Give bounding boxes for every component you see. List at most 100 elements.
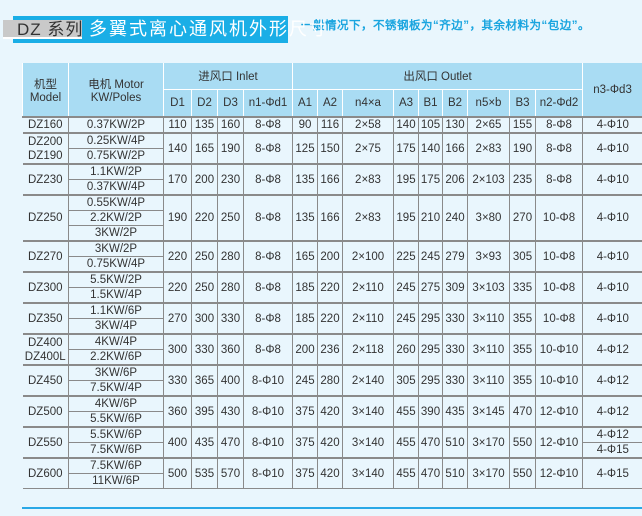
value-cell: 230 [217,163,244,196]
value-cell: 420 [317,457,343,489]
page-title: 多翼式离心通风机外形尺寸 [89,19,329,39]
value-cell: 12-Φ10 [534,426,584,459]
table-row: 0.75KW/4P [23,256,642,273]
column-header-model: 机型 Model [22,63,69,118]
table-row: DZ550 5.5KW/6P 400 435 470 8-Φ10 375 420 3×140 45… [22,426,642,459]
n3-cell: 4-Φ10 [582,194,642,242]
motor-cell: 0.75KW/4P [68,256,164,273]
value-cell: 360 [217,333,244,366]
value-cell: 400 [217,364,244,397]
value-cell: 435 [191,426,218,459]
value-cell: 8-Φ8 [243,194,293,242]
value-cell: 2×110 [342,271,394,304]
value-cell: 8-Φ8 [534,132,584,165]
value-cell: 280 [217,271,244,304]
value-cell: 470 [217,426,244,459]
model-cell: DZ450 [22,364,69,397]
value-cell: 430 [217,395,244,428]
column-header: D1 [163,89,192,118]
value-cell: 220 [317,271,343,304]
value-cell: 155 [509,116,536,134]
value-cell: 10-Φ10 [534,364,584,397]
value-cell: 2×83 [342,194,394,242]
motor-cell: 7.5KW/6P [68,457,164,474]
value-cell: 8-Φ10 [243,395,293,428]
column-header: B3 [509,89,536,118]
motor-cell: 2.2KW/2P [68,210,164,226]
value-cell: 455 [393,457,419,489]
value-cell: 140 [393,116,419,134]
value-cell: 250 [217,194,244,242]
value-cell: 3×103 [467,271,510,304]
table-row: DZ500 4KW/6P 360 395 430 8-Φ10 375 420 3×140 455 3… [22,395,642,428]
value-cell: 10-Φ8 [534,240,584,273]
value-cell: 200 [191,163,218,196]
value-cell: 166 [317,194,343,242]
table-row: DZ270 3KW/2P 220 250 280 8-Φ8 165 200 2×100 225 24… [22,240,642,273]
n3-cell: 4-Φ10 [582,116,642,134]
value-cell: 3×140 [342,426,394,459]
value-cell: 8-Φ8 [243,302,293,335]
column-header: B1 [418,89,443,118]
table-row: 3KW/2P [23,225,642,242]
value-cell: 8-Φ8 [243,333,293,366]
value-cell: 8-Φ8 [243,132,293,165]
value-cell: 8-Φ8 [534,116,584,134]
value-cell: 90 [292,116,318,134]
value-cell: 140 [418,132,443,165]
value-cell: 195 [393,163,419,196]
value-cell: 375 [292,426,318,459]
motor-cell: 0.55KW/4P [68,194,164,211]
value-cell: 2×83 [467,132,510,165]
value-cell: 2×58 [342,116,394,134]
value-cell: 510 [442,457,468,489]
model-cell: DZ350 [22,302,69,335]
value-cell: 130 [442,116,468,134]
value-cell: 116 [317,116,343,134]
value-cell: 110 [163,116,192,134]
n3-cell: 4-Φ12 [582,395,642,428]
table-row: DZ200 DZ190 0.25KW/4P 140 165 190 8-Φ8 125 150 2×… [22,132,642,165]
table-row: DZ160 0.37KW/2P 110 135 160 8-Φ8 90 116 2×58 140 1… [22,116,642,134]
value-cell: 3×110 [467,302,510,335]
motor-cell: 0.75KW/2P [68,148,164,165]
value-cell: 3×145 [467,395,510,428]
value-cell: 245 [393,271,419,304]
value-cell: 8-Φ8 [243,116,293,134]
value-cell: 3×170 [467,426,510,459]
value-cell: 300 [191,302,218,335]
value-cell: 3×93 [467,240,510,273]
value-cell: 2×110 [342,302,394,335]
value-cell: 10-Φ10 [534,333,584,366]
value-cell: 160 [217,116,244,134]
value-cell: 470 [509,395,536,428]
table-row: 11KW/6P [23,473,642,489]
value-cell: 225 [393,240,419,273]
column-header: n5×b [467,89,510,118]
value-cell: 280 [217,240,244,273]
table-row: 3KW/4P [23,318,642,335]
value-cell: 3×80 [467,194,510,242]
value-cell: 400 [163,426,192,459]
dimension-table: 机型 Model 电机 Motor KW/Poles 进风口 Inlet 出风口 Outl… [22,63,642,489]
value-cell: 390 [418,395,443,428]
model-cell: DZ600 [22,457,69,489]
n3-cell: 4-Φ12 [582,364,642,397]
value-cell: 10-Φ8 [534,302,584,335]
value-cell: 300 [163,333,192,366]
value-cell: 8-Φ8 [243,163,293,196]
value-cell: 190 [217,132,244,165]
column-header: n2-Φd2 [534,89,584,118]
value-cell: 550 [509,457,536,489]
value-cell: 2×75 [342,132,394,165]
value-cell: 2×65 [467,116,510,134]
motor-cell: 5.5KW/2P [68,271,164,288]
motor-cell: 1.1KW/2P [68,163,164,180]
motor-cell: 0.25KW/4P [68,132,164,149]
column-header: n1-Φd1 [243,89,293,118]
motor-cell: 3KW/4P [68,318,164,335]
model-cell: DZ400 DZ400L [22,333,69,366]
column-header: D3 [217,89,244,118]
value-cell: 235 [509,163,536,196]
value-cell: 190 [163,194,192,242]
